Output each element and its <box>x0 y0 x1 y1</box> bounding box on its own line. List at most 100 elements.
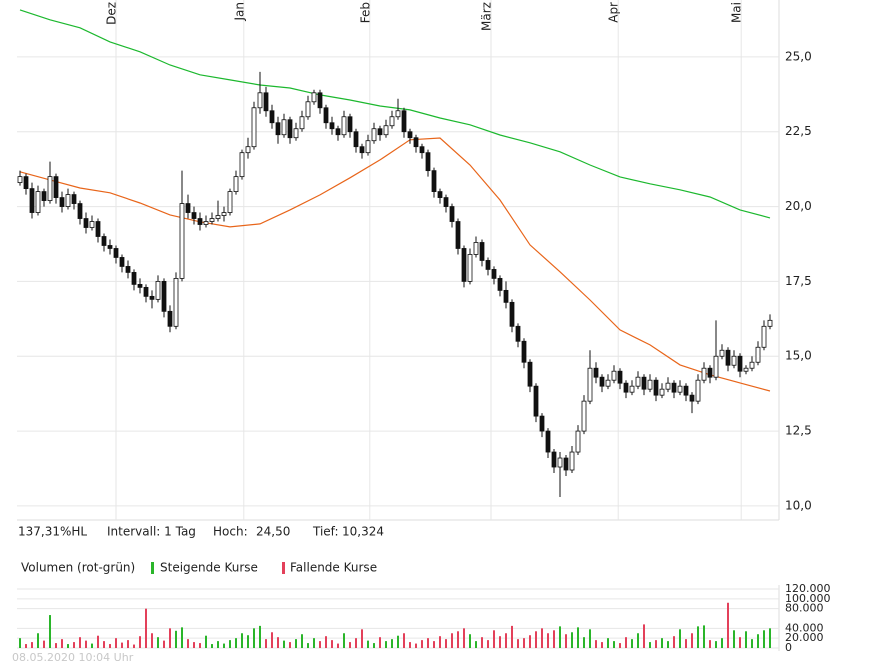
volume-bar <box>205 635 207 648</box>
candle-body <box>683 385 689 396</box>
volume-bar <box>391 639 393 648</box>
candle-body <box>233 176 239 192</box>
candle-body <box>101 236 107 246</box>
volume-bar <box>121 642 123 648</box>
volume-bar <box>217 641 219 648</box>
candle-body <box>557 457 563 468</box>
candle-body <box>119 257 125 267</box>
volume-bar <box>271 632 273 648</box>
candle-body <box>575 430 581 453</box>
candle-body <box>533 385 539 417</box>
volume-bar <box>331 640 333 648</box>
candle-body <box>317 92 323 109</box>
candle-body <box>107 245 113 249</box>
candle-body <box>209 218 215 222</box>
volume-bar <box>43 640 45 648</box>
candle-body <box>281 119 287 136</box>
volume-bar <box>277 637 279 648</box>
volume-bar <box>37 633 39 648</box>
x-tick-label: Mai <box>730 2 744 23</box>
y-tick-label: 0 <box>785 641 792 654</box>
volume-bar <box>109 644 111 648</box>
volume-bar <box>769 628 771 648</box>
candle-body <box>449 206 455 222</box>
candle-body <box>689 394 695 402</box>
candle-body <box>479 242 485 261</box>
candle-body <box>269 110 275 124</box>
low-label: Tief: <box>312 525 339 539</box>
candle-body <box>383 125 389 136</box>
volume-bar <box>355 638 357 648</box>
volume-bar <box>709 640 711 648</box>
candle-body <box>641 376 647 390</box>
volume-bar <box>283 640 285 648</box>
volume-bar <box>319 641 321 648</box>
candle-body <box>437 191 443 198</box>
volume-bar <box>613 641 615 648</box>
volume-bar <box>337 643 339 648</box>
candle-body <box>257 92 263 109</box>
volume-bar <box>97 635 99 648</box>
volume-bar <box>607 638 609 648</box>
candle-body <box>569 451 575 471</box>
volume-bar <box>253 628 255 648</box>
volume-bar <box>553 630 555 648</box>
candle-body <box>677 385 683 393</box>
volume-bar <box>751 639 753 648</box>
candle-body <box>551 451 557 468</box>
volume-bar <box>427 638 429 648</box>
volume-bar <box>229 640 231 648</box>
candle-body <box>659 388 665 396</box>
candle-body <box>35 191 41 213</box>
volume-bar <box>397 635 399 648</box>
volume-bar <box>433 641 435 648</box>
volume-bar <box>61 639 63 648</box>
candle-body <box>755 346 761 363</box>
volume-bar <box>643 624 645 648</box>
candle-body <box>605 379 611 387</box>
candle-body <box>701 367 707 381</box>
y-tick-label: 100.000 <box>785 592 831 605</box>
candle-body <box>341 116 347 136</box>
candle-body <box>227 191 233 213</box>
volume-bar <box>637 633 639 648</box>
volume-bar <box>475 641 477 648</box>
candle-body <box>47 176 53 201</box>
candle-body <box>29 188 35 213</box>
y-tick-label: 25,0 <box>785 49 812 63</box>
candle-body <box>143 286 149 297</box>
high-value: 24,50 <box>256 525 290 539</box>
volume-bar <box>139 636 141 648</box>
high-label: Hoch: <box>213 525 248 539</box>
candle-body <box>545 430 551 453</box>
candle-body <box>623 382 629 393</box>
candle-body <box>731 355 737 366</box>
candle-body <box>155 281 161 300</box>
candle-body <box>293 128 299 139</box>
candle-body <box>497 278 503 291</box>
volume-bar <box>259 625 261 648</box>
volume-bar <box>733 630 735 648</box>
volume-bar <box>187 639 189 648</box>
volume-bar <box>523 638 525 648</box>
legend-swatch-down <box>282 562 285 574</box>
volume-bar <box>199 643 201 648</box>
volume-bar <box>739 637 741 648</box>
volume-bar <box>661 638 663 648</box>
moving-average-line <box>19 137 771 392</box>
volume-bar <box>481 637 483 648</box>
volume-bar <box>295 639 297 648</box>
candle-body <box>521 340 527 363</box>
candle-body <box>167 310 173 327</box>
volume-bar <box>289 642 291 648</box>
volume-bar <box>601 642 603 648</box>
volume-bar <box>385 641 387 648</box>
volume-bar <box>169 628 171 648</box>
volume-bar <box>25 644 27 648</box>
y-tick-label: 40.000 <box>785 621 824 634</box>
volume-bar <box>133 644 135 648</box>
volume-bar <box>445 639 447 648</box>
volume-bar <box>409 642 411 648</box>
volume-bar <box>703 625 705 648</box>
candle-body <box>593 367 599 378</box>
